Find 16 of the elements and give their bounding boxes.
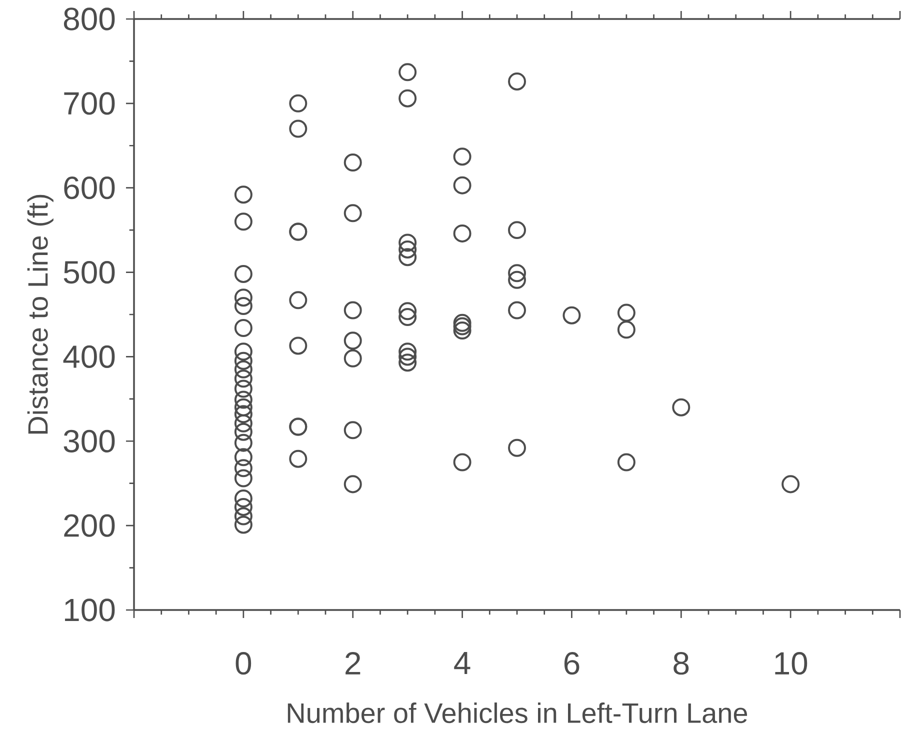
x-tick-label: 6: [564, 652, 580, 675]
x-axis-title: Number of Vehicles in Left-Turn Lane: [288, 702, 748, 724]
y-tick-label: 100: [65, 598, 115, 622]
x-tick-label: 10: [775, 652, 808, 675]
x-tick-label: 2: [346, 652, 360, 674]
x-tick-label: 8: [674, 652, 689, 675]
y-tick-label: 800: [64, 8, 115, 30]
y-tick-label: 300: [64, 430, 115, 452]
y-tick-label: 500: [64, 260, 115, 284]
y-axis-title: Distance to Line (ft): [27, 194, 54, 434]
x-tick-label: 0: [236, 652, 252, 675]
x-tick-label: 4: [454, 652, 470, 674]
y-tick-label: 600: [64, 176, 115, 200]
y-tick-label: 700: [64, 92, 115, 115]
y-tick-label: 200: [64, 514, 115, 537]
y-tick-label: 400: [63, 345, 115, 368]
